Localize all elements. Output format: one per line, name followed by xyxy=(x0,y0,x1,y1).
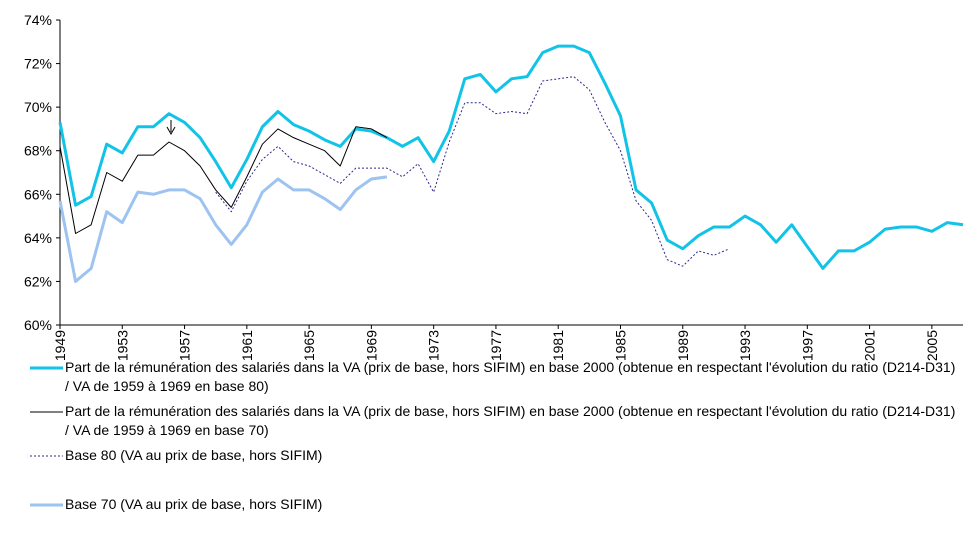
y-tick-label: 70% xyxy=(24,99,52,115)
y-tick-label: 60% xyxy=(24,317,52,333)
x-tick-label: 1993 xyxy=(737,330,753,361)
x-tick-label: 2001 xyxy=(862,330,878,361)
legend-label: Part de la rémunération des salariés dan… xyxy=(65,403,956,438)
y-tick-label: 62% xyxy=(24,273,52,289)
x-tick-label: 1981 xyxy=(550,330,566,361)
y-tick-label: 74% xyxy=(24,12,52,28)
x-tick-label: 1973 xyxy=(426,330,442,361)
x-tick-label: 1997 xyxy=(799,330,815,361)
x-tick-label: 1953 xyxy=(114,330,130,361)
y-tick-label: 68% xyxy=(24,143,52,159)
series-line xyxy=(58,44,964,270)
series-line xyxy=(58,175,388,283)
x-tick-label: 1957 xyxy=(177,330,193,361)
x-tick-label: 1961 xyxy=(239,330,255,361)
series-line xyxy=(215,76,730,267)
x-tick-label: 2005 xyxy=(924,330,940,361)
legend-label: Part de la rémunération des salariés dan… xyxy=(65,359,956,394)
annotation-arrow xyxy=(166,120,176,136)
x-tick-label: 1985 xyxy=(612,330,628,361)
series-line xyxy=(59,126,388,234)
y-tick-label: 64% xyxy=(24,230,52,246)
x-tick-label: 1949 xyxy=(52,330,68,361)
y-tick-label: 66% xyxy=(24,186,52,202)
x-tick-label: 1965 xyxy=(301,330,317,361)
legend-label: Base 70 (VA au prix de base, hors SIFIM) xyxy=(65,496,323,512)
y-tick-label: 72% xyxy=(24,56,52,72)
x-tick-label: 1989 xyxy=(675,330,691,361)
legend-label: Base 80 (VA au prix de base, hors SIFIM) xyxy=(65,447,323,463)
x-tick-label: 1969 xyxy=(363,330,379,361)
x-tick-label: 1977 xyxy=(488,330,504,361)
